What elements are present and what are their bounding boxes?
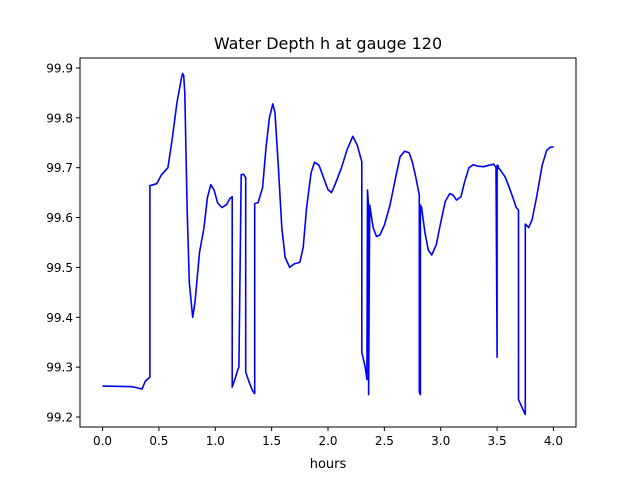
x-tick-label: 3.0 xyxy=(431,434,450,448)
y-tick-label: 99.9 xyxy=(46,61,73,75)
x-tick-label: 1.5 xyxy=(262,434,281,448)
x-axis-label: hours xyxy=(310,457,347,472)
x-tick-label: 4.0 xyxy=(544,434,563,448)
series-line xyxy=(102,72,554,416)
chart-title: Water Depth h at gauge 120 xyxy=(214,34,442,53)
y-axis: 99.2 99.3 99.4 99.5 99.6 99.7 99.8 99.9 xyxy=(46,61,80,425)
x-tick-label: 0.5 xyxy=(149,434,168,448)
x-tick-label: 3.5 xyxy=(488,434,507,448)
x-axis: 0.0 0.5 1.0 1.5 2.0 2.5 3.0 3.5 4.0 xyxy=(93,427,563,448)
y-tick-label: 99.5 xyxy=(46,261,73,275)
y-tick-label: 99.2 xyxy=(46,411,73,425)
axes-frame xyxy=(79,57,577,428)
y-tick-label: 99.7 xyxy=(46,161,73,175)
x-tick-label: 0.0 xyxy=(93,434,112,448)
x-tick-label: 2.5 xyxy=(375,434,394,448)
plot-area xyxy=(102,72,554,416)
x-tick-label: 2.0 xyxy=(318,434,337,448)
y-tick-label: 99.8 xyxy=(46,111,73,125)
y-tick-label: 99.4 xyxy=(46,311,73,325)
y-tick-label: 99.3 xyxy=(46,361,73,375)
y-tick-label: 99.6 xyxy=(46,211,73,225)
x-tick-label: 1.0 xyxy=(206,434,225,448)
